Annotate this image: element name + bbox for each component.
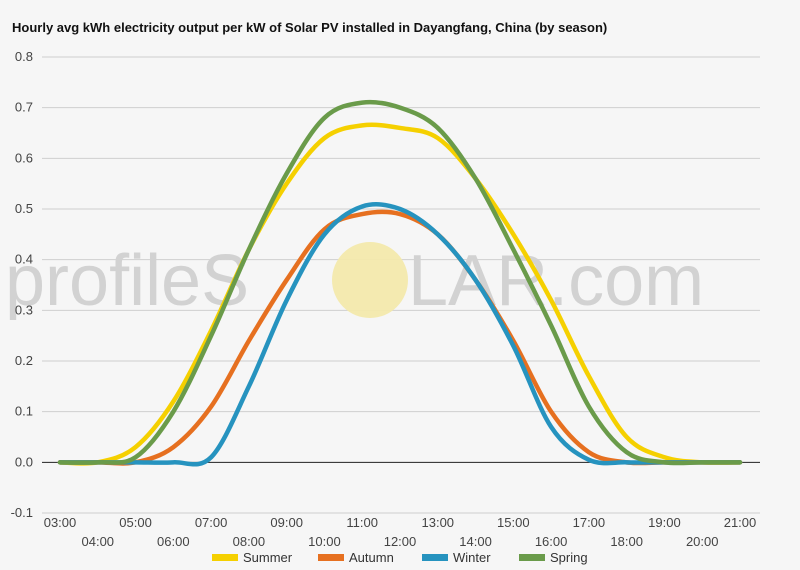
y-tick-label: 0.5	[15, 201, 33, 216]
chart-title: Hourly avg kWh electricity output per kW…	[12, 20, 608, 35]
legend-label-summer: Summer	[243, 550, 293, 565]
x-tick-label: 21:00	[724, 515, 757, 530]
x-tick-label: 05:00	[119, 515, 152, 530]
legend: Summer Autumn Winter Spring	[212, 550, 588, 565]
x-tick-label: 16:00	[535, 534, 568, 549]
y-tick-label: 0.4	[15, 252, 33, 267]
x-tick-label: 09:00	[270, 515, 303, 530]
x-tick-label: 11:00	[346, 515, 378, 530]
y-tick-label: 0.6	[15, 150, 33, 165]
legend-label-winter: Winter	[453, 550, 491, 565]
series-line-summer	[57, 122, 743, 466]
y-tick-label: 0.8	[15, 49, 33, 64]
x-tick-label: 07:00	[195, 515, 228, 530]
y-tick-label: -0.1	[11, 505, 33, 520]
x-tick-label: 06:00	[157, 534, 190, 549]
watermark-text-left: profileS	[5, 241, 249, 321]
x-tick-label: 15:00	[497, 515, 530, 530]
x-tick-label: 20:00	[686, 534, 719, 549]
x-tick-label: 17:00	[573, 515, 606, 530]
x-tick-label: 12:00	[384, 534, 417, 549]
legend-swatch-spring	[519, 554, 545, 561]
watermark: profileS LAR.com	[5, 241, 704, 321]
x-tick-label: 10:00	[308, 534, 341, 549]
y-tick-label: 0.0	[15, 454, 33, 469]
legend-label-spring: Spring	[550, 550, 588, 565]
x-tick-label: 13:00	[422, 515, 455, 530]
watermark-sun-icon	[332, 242, 408, 318]
x-tick-label: 14:00	[459, 534, 492, 549]
x-axis: 03:00 04:00 05:00 06:00 07:00 08:00 09:00 10:00…	[44, 515, 757, 549]
series-line-spring	[57, 99, 743, 466]
x-tick-label: 04:00	[82, 534, 115, 549]
y-axis: 0.8 0.7 0.6 0.5 0.4 0.3 0.2 0.1 0.0 -0.1	[11, 49, 33, 520]
x-tick-label: 03:00	[44, 515, 77, 530]
legend-swatch-summer	[212, 554, 238, 561]
x-tick-label: 18:00	[610, 534, 643, 549]
series-lines	[57, 99, 743, 467]
x-tick-label: 19:00	[648, 515, 681, 530]
x-tick-label: 08:00	[233, 534, 266, 549]
legend-swatch-winter	[422, 554, 448, 561]
y-tick-label: 0.3	[15, 302, 33, 317]
legend-swatch-autumn	[318, 554, 344, 561]
y-tick-label: 0.2	[15, 353, 33, 368]
y-tick-label: 0.1	[15, 404, 33, 419]
legend-label-autumn: Autumn	[349, 550, 394, 565]
series-line-winter	[57, 201, 743, 467]
y-tick-label: 0.7	[15, 100, 33, 115]
